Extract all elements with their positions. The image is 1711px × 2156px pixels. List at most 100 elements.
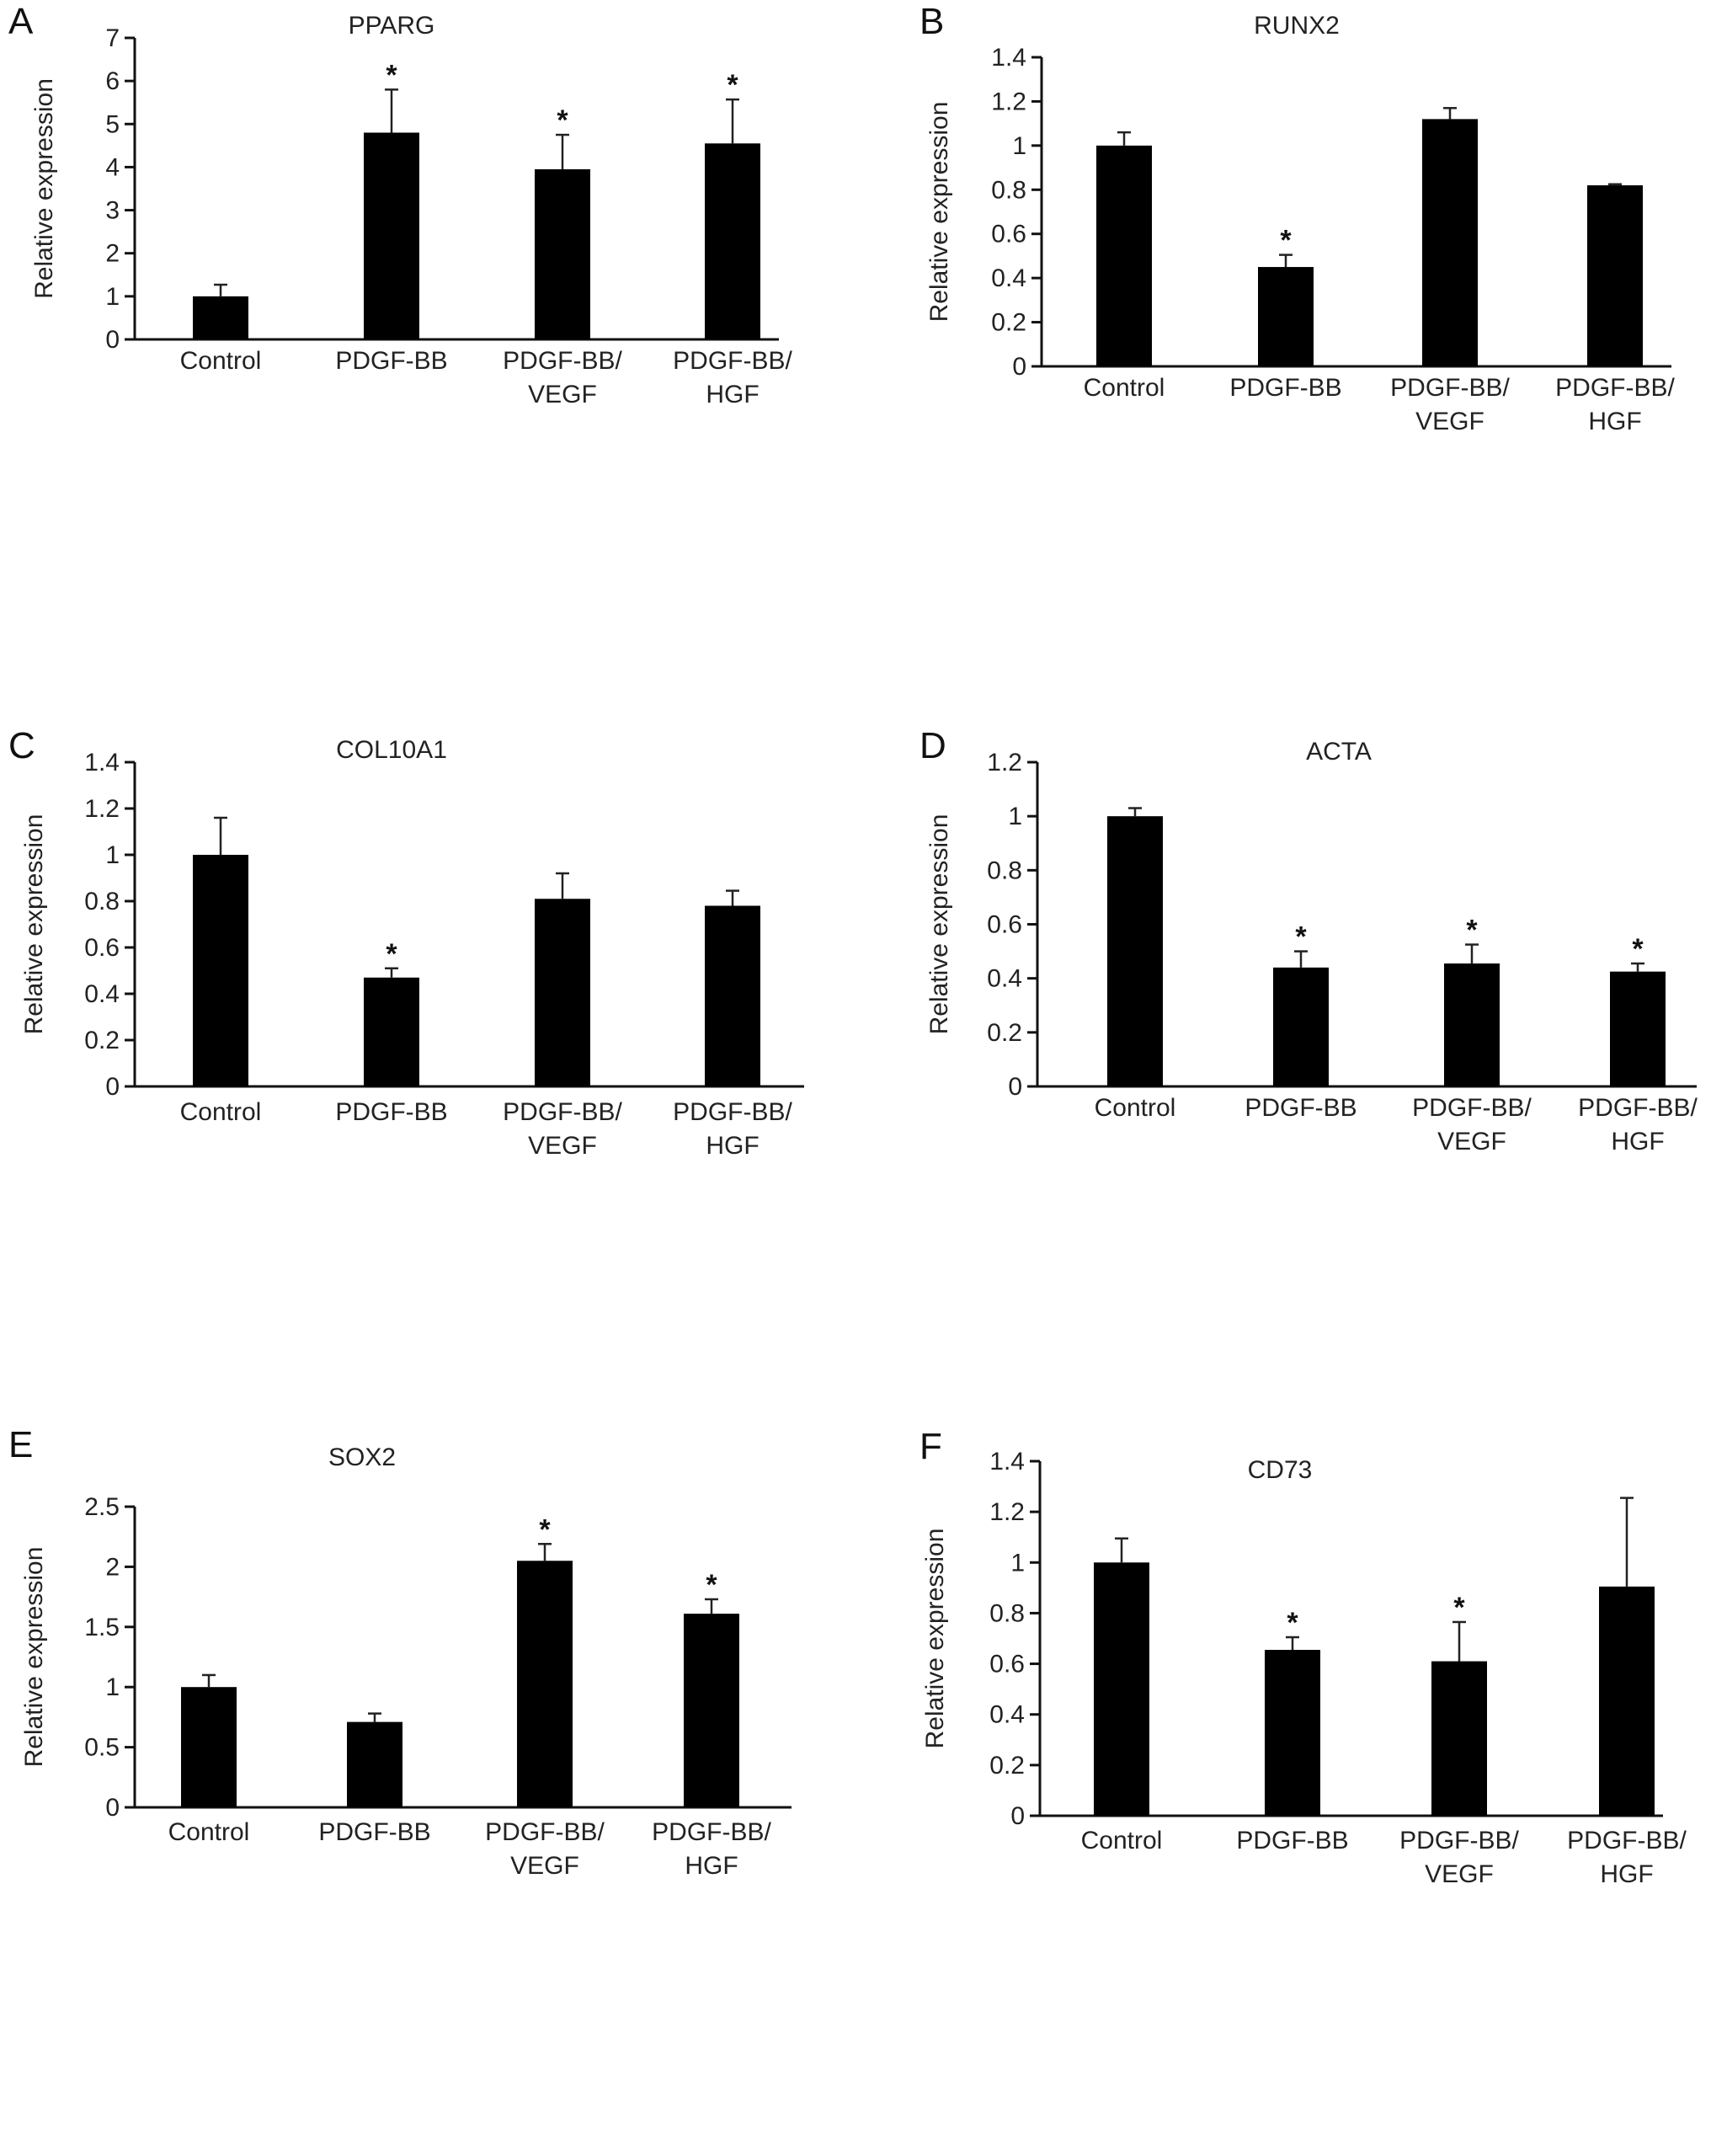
- significance-marker: *: [386, 59, 397, 91]
- x-tick-label: PDGF-BB: [335, 1098, 447, 1126]
- x-tick-label-line: Control: [168, 1818, 250, 1846]
- x-tick-label: Control: [1084, 374, 1165, 402]
- x-tick-label-line: HGF: [1600, 1860, 1653, 1888]
- y-tick-label: 0.4: [84, 980, 120, 1008]
- y-axis-label: Relative expression: [925, 102, 953, 323]
- x-tick-label: PDGF-BB/VEGF: [503, 347, 622, 408]
- y-tick-label: 6: [105, 67, 120, 95]
- bar: [1094, 1562, 1149, 1816]
- y-tick-label: 0: [1012, 353, 1026, 381]
- x-tick-label: Control: [180, 347, 262, 375]
- significance-marker: *: [1287, 1607, 1298, 1639]
- chart-panel-c: C COL10A1 Relative expression 0 0.2 0.4 0.6 0.8…: [8, 725, 804, 1160]
- bar: [1265, 1650, 1320, 1816]
- chart-panel-a: A PPARG Relative expression 0 1 2 3 4 5 6 7 Control…: [8, 1, 793, 408]
- chart-panel-e: E SOX2 Relative expression 0 0.5 1 1.5 2 2.5 Cont…: [8, 1424, 792, 1880]
- x-tick-label-line: PDGF-BB: [1245, 1094, 1357, 1122]
- y-tick-label: 0: [1008, 1073, 1022, 1101]
- x-tick-label-line: HGF: [1588, 408, 1641, 435]
- y-tick-label: 1.4: [989, 1448, 1025, 1476]
- x-tick-label-line: PDGF-BB: [1229, 374, 1341, 402]
- x-tick-label-line: VEGF: [1425, 1860, 1494, 1888]
- y-axis-label: Relative expression: [925, 814, 953, 1035]
- x-tick-label-line: HGF: [706, 1132, 759, 1160]
- panel-letter: A: [8, 1, 34, 42]
- y-tick-label: 2: [105, 1553, 120, 1581]
- y-tick-label: 0.2: [991, 309, 1026, 337]
- x-tick-label-line: PDGF-BB: [335, 347, 447, 375]
- panel-letter: B: [919, 1, 944, 42]
- y-tick-label: 0: [105, 1794, 120, 1822]
- significance-marker: *: [1632, 933, 1644, 965]
- x-tick-label: Control: [1081, 1827, 1163, 1854]
- chart-panel-f: F CD73 Relative expression 0 0.2 0.4 0.6 0.8 1 1.…: [919, 1426, 1687, 1888]
- x-tick-label: Control: [180, 1098, 262, 1126]
- y-tick-label: 1: [1010, 1549, 1025, 1577]
- x-tick-label-line: Control: [180, 1098, 262, 1126]
- x-tick-label-line: VEGF: [1437, 1128, 1506, 1155]
- x-tick-label-line: Control: [1084, 374, 1165, 402]
- y-axis-label: Relative expression: [20, 1547, 48, 1768]
- bar: [193, 296, 248, 339]
- y-tick-label: 1.2: [989, 1498, 1025, 1526]
- x-tick-label: PDGF-BB/HGF: [1555, 374, 1675, 435]
- panel-letter: C: [8, 725, 35, 766]
- bar: [364, 977, 419, 1086]
- bar: [517, 1561, 573, 1807]
- x-tick-label: Control: [1095, 1094, 1176, 1122]
- y-tick-label: 0.6: [991, 221, 1026, 248]
- x-tick-label-line: PDGF-BB/: [673, 1098, 792, 1126]
- x-tick-label: PDGF-BB: [318, 1818, 430, 1846]
- y-tick-label: 0: [105, 1073, 120, 1101]
- chart-title: COL10A1: [336, 736, 447, 764]
- bar: [705, 905, 760, 1086]
- x-tick-label-line: VEGF: [528, 1132, 597, 1160]
- x-tick-label-line: PDGF-BB/: [1555, 374, 1675, 402]
- y-tick-label: 1.2: [987, 749, 1022, 776]
- y-axis-label: Relative expression: [20, 814, 48, 1035]
- x-tick-label-line: PDGF-BB/: [1578, 1094, 1698, 1122]
- bar: [1273, 967, 1329, 1086]
- chart-title: RUNX2: [1254, 12, 1340, 40]
- bar: [705, 143, 760, 339]
- y-tick-label: 1: [105, 283, 120, 311]
- y-axis-label: Relative expression: [30, 78, 58, 299]
- x-tick-label-line: Control: [1081, 1827, 1163, 1854]
- y-tick-label: 0.8: [84, 888, 120, 915]
- x-tick-label: PDGF-BB: [1236, 1827, 1348, 1854]
- x-tick-label-line: PDGF-BB/: [503, 347, 622, 375]
- significance-marker: *: [539, 1513, 551, 1545]
- chart-title: ACTA: [1306, 738, 1372, 766]
- chart-panel-d: D ACTA Relative expression 0 0.2 0.4 0.6 0.8 1 1.…: [919, 725, 1698, 1155]
- chart-panel-b: B RUNX2 Relative expression 0 0.2 0.4 0.6 0.8 1 1…: [919, 1, 1676, 435]
- y-tick-label: 0.8: [987, 857, 1022, 884]
- y-tick-label: 2.5: [84, 1493, 120, 1521]
- x-tick-label-line: PDGF-BB/: [1390, 374, 1510, 402]
- y-tick-label: 1.2: [991, 88, 1026, 115]
- x-tick-label-line: PDGF-BB/: [1567, 1827, 1687, 1854]
- x-tick-label-line: PDGF-BB: [1236, 1827, 1348, 1854]
- y-tick-label: 3: [105, 197, 120, 225]
- x-tick-label-line: PDGF-BB/: [503, 1098, 622, 1126]
- x-tick-label-line: HGF: [706, 381, 759, 408]
- x-tick-label-line: Control: [1095, 1094, 1176, 1122]
- y-tick-label: 0: [105, 326, 120, 354]
- chart-title: PPARG: [349, 12, 435, 40]
- bar: [684, 1614, 739, 1807]
- y-tick-label: 5: [105, 110, 120, 138]
- y-tick-label: 1.2: [84, 795, 120, 823]
- chart-title: CD73: [1248, 1456, 1313, 1484]
- x-tick-label: PDGF-BB: [1245, 1094, 1357, 1122]
- y-tick-label: 4: [105, 153, 120, 181]
- x-tick-label-line: VEGF: [1415, 408, 1484, 435]
- y-tick-label: 0.6: [989, 1651, 1025, 1678]
- panel-letter: F: [919, 1426, 942, 1467]
- x-tick-label-line: HGF: [685, 1852, 738, 1880]
- y-tick-label: 1: [1008, 803, 1022, 830]
- chart-title: SOX2: [328, 1444, 396, 1471]
- y-tick-label: 1.5: [84, 1614, 120, 1641]
- y-tick-label: 0.4: [989, 1701, 1025, 1729]
- bar: [535, 168, 590, 339]
- x-tick-label-line: PDGF-BB/: [652, 1818, 771, 1846]
- bar: [181, 1687, 237, 1807]
